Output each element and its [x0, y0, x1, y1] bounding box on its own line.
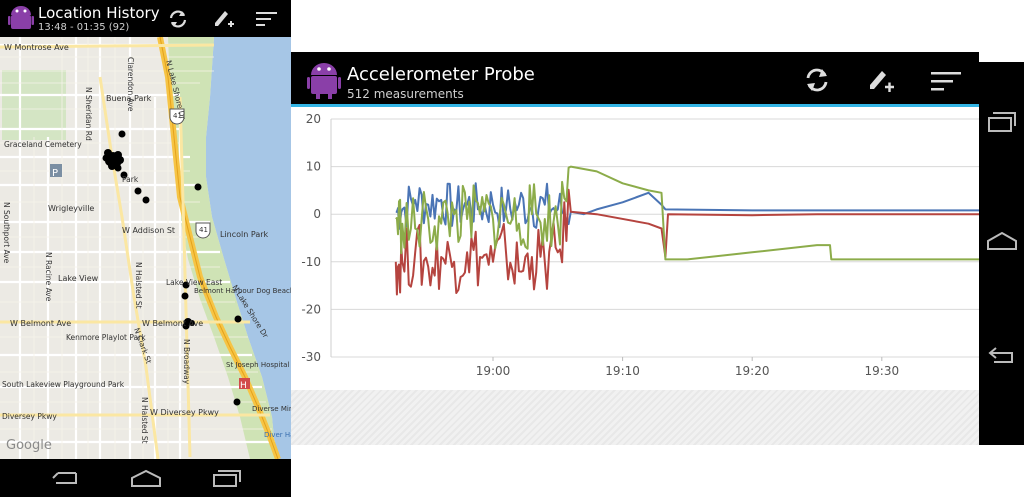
- y-tick-label: 20: [306, 112, 321, 126]
- refresh-icon[interactable]: [167, 8, 189, 30]
- chart-footer-pattern: [291, 390, 979, 445]
- left-app-subtitle: 13:48 - 01:35 (92): [38, 22, 130, 33]
- map-label: W Addison St: [122, 226, 175, 235]
- right-nav-bar: [979, 62, 1024, 445]
- y-tick-label: -10: [301, 255, 321, 269]
- accelerometer-chart[interactable]: 20 10 0 -10 -20 -30 19:00 19:10 19:20 19:30: [291, 107, 979, 390]
- edit-add-icon[interactable]: [866, 65, 896, 95]
- home-icon[interactable]: [130, 468, 162, 488]
- hospital-marker: H: [240, 381, 247, 391]
- map-label: Graceland Cemetery: [4, 140, 82, 149]
- map-label: W Belmont Ave: [142, 319, 203, 328]
- y-tick-label: 0: [313, 207, 321, 221]
- map-label: Lake View East: [166, 278, 222, 287]
- map-label: Lincoln Park: [220, 230, 269, 239]
- map-label: W Montrose Ave: [4, 43, 69, 52]
- left-action-bar: Location History 13:48 - 01:35 (92): [0, 0, 291, 37]
- edit-add-icon[interactable]: [212, 7, 236, 31]
- android-logo-icon[interactable]: [8, 5, 34, 32]
- map-label: Belmont Harbour Dog Beach: [194, 287, 291, 295]
- map-label: Buena Park: [106, 94, 152, 103]
- map-label: N Halsted St: [140, 397, 149, 444]
- map-label: Diverse Miniature: [252, 405, 291, 413]
- map-label: N Southport Ave: [2, 202, 11, 264]
- series-line-3: [395, 165, 979, 261]
- x-tick-label: 19:00: [476, 364, 511, 378]
- map-label: Kenmore Playlot Park: [66, 333, 146, 342]
- back-icon[interactable]: [50, 469, 80, 487]
- left-app-title: Location History: [38, 4, 160, 22]
- x-tick-label: 19:30: [865, 364, 900, 378]
- map-label: Park: [122, 175, 139, 184]
- phone-left-screen: Location History 13:48 - 01:35 (92): [0, 0, 291, 497]
- map-label: St Joseph Hospital: [226, 361, 289, 369]
- location-map[interactable]: P H W Montrose Ave N Sheridan Rd Clarend…: [0, 37, 291, 459]
- right-app-title: Accelerometer Probe: [347, 64, 535, 85]
- phone-right-screen: Accelerometer Probe 512 measurements 20 1…: [291, 52, 1024, 445]
- series-line-2: [394, 188, 979, 296]
- map-label: N Sheridan Rd: [84, 87, 93, 141]
- highway-shield-label: 41: [199, 226, 208, 234]
- map-label: Diver Harb: [264, 431, 291, 439]
- map-label: W Diversey Pkwy: [150, 408, 219, 417]
- x-tick-label: 19:20: [735, 364, 770, 378]
- highway-shield-label: 41: [173, 112, 182, 120]
- map-label: N Broadway: [182, 339, 191, 385]
- map-canvas: P H W Montrose Ave N Sheridan Rd Clarend…: [0, 37, 291, 459]
- y-tick-label: -20: [301, 302, 321, 316]
- left-nav-bar: [0, 459, 291, 497]
- sort-menu-icon[interactable]: [931, 70, 963, 92]
- right-app-subtitle: 512 measurements: [347, 87, 464, 101]
- back-icon[interactable]: [986, 344, 1018, 366]
- home-icon[interactable]: [986, 230, 1018, 252]
- recent-apps-icon[interactable]: [212, 468, 242, 488]
- series-line-1: [395, 182, 979, 230]
- map-label: South Lakeview Playground Park: [2, 380, 125, 389]
- google-logo: Google: [6, 438, 52, 453]
- android-logo-icon[interactable]: [307, 61, 341, 99]
- refresh-icon[interactable]: [803, 66, 831, 94]
- right-action-bar: Accelerometer Probe 512 measurements: [291, 52, 979, 107]
- chart-svg: 20 10 0 -10 -20 -30 19:00 19:10 19:20 19:30: [301, 112, 979, 378]
- map-label: N Racine Ave: [44, 252, 53, 302]
- map-label: Lake View: [58, 274, 99, 283]
- map-label: N Halsted St: [134, 262, 143, 309]
- x-tick-label: 19:10: [605, 364, 640, 378]
- sort-menu-icon[interactable]: [256, 10, 278, 28]
- map-label: Wrigleyville: [48, 204, 94, 213]
- parking-marker: P: [52, 168, 58, 179]
- map-label: Clarendon Ave: [126, 57, 135, 112]
- y-tick-label: -30: [301, 350, 321, 364]
- map-label: W Belmont Ave: [10, 319, 71, 328]
- map-label: Diversey Pkwy: [2, 412, 57, 421]
- y-tick-label: 10: [306, 160, 321, 174]
- recent-apps-icon[interactable]: [987, 110, 1017, 134]
